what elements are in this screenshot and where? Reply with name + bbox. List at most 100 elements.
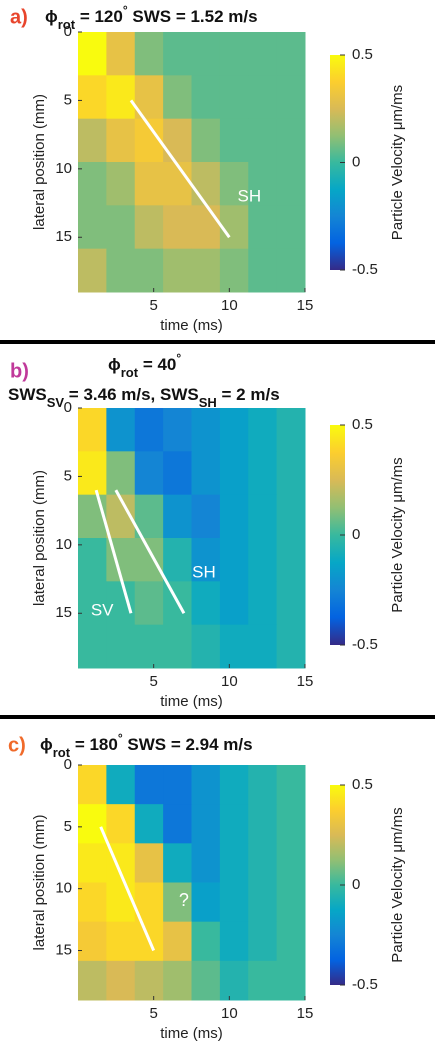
heatmap-cell	[219, 960, 249, 1001]
title-part: SWS = 1.52 m/s	[128, 7, 258, 26]
heatmap-cell	[248, 75, 278, 120]
heatmap-cell	[276, 162, 306, 206]
fit-line-label: SH	[238, 187, 262, 206]
colorbar-tick-label: 0	[352, 153, 360, 170]
heatmap-cell	[276, 494, 306, 539]
x-tick-label: 5	[149, 1005, 157, 1022]
heatmap-cell	[163, 248, 192, 293]
heatmap-cell	[134, 804, 164, 844]
heatmap-cell	[276, 882, 306, 923]
heatmap-cell	[219, 162, 249, 206]
heatmap-cell	[276, 624, 306, 669]
title-part: SWS	[8, 385, 47, 404]
heatmap-cell	[219, 494, 249, 539]
y-tick-label: 0	[64, 23, 72, 40]
title-part: ϕ	[40, 735, 53, 754]
heatmap-cell	[276, 205, 306, 250]
title-part: SWS = 2.94 m/s	[123, 735, 253, 754]
title-part: = 180	[70, 735, 118, 754]
heatmap-cell	[276, 118, 306, 163]
y-tick-label: 0	[64, 756, 72, 773]
heatmap-cell	[191, 538, 221, 582]
heatmap-cell	[191, 248, 221, 293]
heatmap-cell	[191, 32, 221, 76]
heatmap-cell	[134, 581, 164, 626]
panel-title: ϕrot = 180° SWS = 2.94 m/s	[40, 731, 253, 760]
heatmap-cell	[134, 205, 164, 250]
heatmap-cell	[276, 804, 306, 844]
heatmap-cell	[248, 162, 278, 206]
heatmap-cell	[219, 843, 249, 883]
colorbar-tick-label: 0.5	[352, 776, 373, 793]
heatmap-cell	[248, 765, 278, 805]
heatmap-cell	[163, 494, 192, 539]
x-tick-label: 10	[221, 673, 238, 690]
heatmap-cell	[276, 538, 306, 582]
heatmap-cell	[276, 960, 306, 1001]
fit-line-label: SV	[91, 601, 114, 620]
heatmap-cell	[134, 960, 164, 1001]
x-tick-label: 15	[297, 297, 314, 314]
y-tick-label: 5	[64, 818, 72, 835]
heatmap-cell	[134, 248, 164, 293]
heatmap-cell	[191, 960, 221, 1001]
heatmap-cell	[276, 75, 306, 120]
heatmap-cell	[191, 804, 221, 844]
heatmap-cell	[106, 960, 136, 1001]
heatmap-cell	[163, 804, 192, 844]
title-part: °	[123, 3, 128, 17]
heatmap-cell	[163, 408, 192, 452]
x-tick-label: 10	[221, 297, 238, 314]
heatmap-cell	[78, 32, 107, 76]
heatmap-cell	[78, 624, 107, 669]
panel-title: SWSSV = 3.46 m/s, SWSSH = 2 m/s	[8, 385, 280, 409]
heatmap-cell	[78, 581, 107, 626]
heatmap-cell	[78, 804, 107, 844]
heatmap-cell	[78, 162, 107, 206]
x-tick-label: 10	[221, 1005, 238, 1022]
heatmap-cell	[163, 624, 192, 669]
heatmap-cell	[191, 765, 221, 805]
title-part: = 3.46 m/s, SWS	[64, 385, 199, 404]
heatmap-cell	[248, 32, 278, 76]
title-part: rot	[53, 745, 71, 760]
heatmap-cell	[106, 32, 136, 76]
colorbar	[330, 785, 345, 985]
x-tick-label: 15	[297, 673, 314, 690]
heatmap-cell	[134, 451, 164, 496]
heatmap-cell	[163, 162, 192, 206]
heatmap-cell	[248, 248, 278, 293]
y-axis-label: lateral position (mm)	[31, 470, 48, 606]
heatmap-cell	[219, 118, 249, 163]
heatmap-cell	[134, 624, 164, 669]
heatmap-cell	[219, 408, 249, 452]
heatmap-cell	[191, 118, 221, 163]
heatmap-cell	[191, 205, 221, 250]
y-tick-label: 5	[64, 467, 72, 484]
heatmap-cell	[106, 581, 136, 626]
fit-line	[129, 99, 231, 239]
heatmap-cell	[134, 843, 164, 883]
heatmap-cell	[248, 960, 278, 1001]
heatmap-cell	[163, 765, 192, 805]
heatmap-cell	[163, 32, 192, 76]
title-part: = 120	[75, 7, 123, 26]
y-tick-label: 10	[55, 160, 72, 177]
heatmap-cell	[78, 451, 107, 496]
heatmap-cell	[106, 75, 136, 120]
panel-title: ϕrot = 120° SWS = 1.52 m/s	[45, 3, 258, 32]
fit-line-label: SH	[192, 563, 216, 582]
heatmap-cell	[106, 248, 136, 293]
panel-label: b)	[10, 360, 29, 382]
fit-line	[94, 489, 133, 614]
colorbar-tick-label: 0.5	[352, 416, 373, 433]
colorbar-tick-label: 0	[352, 526, 360, 543]
title-part: °	[176, 351, 181, 365]
heatmap-cell	[219, 624, 249, 669]
heatmap-cell	[106, 118, 136, 163]
heatmap-cell	[78, 118, 107, 163]
heatmap-cell	[219, 765, 249, 805]
heatmap-cell	[191, 408, 221, 452]
annotation: ?	[179, 890, 189, 910]
heatmap-cell	[248, 538, 278, 582]
